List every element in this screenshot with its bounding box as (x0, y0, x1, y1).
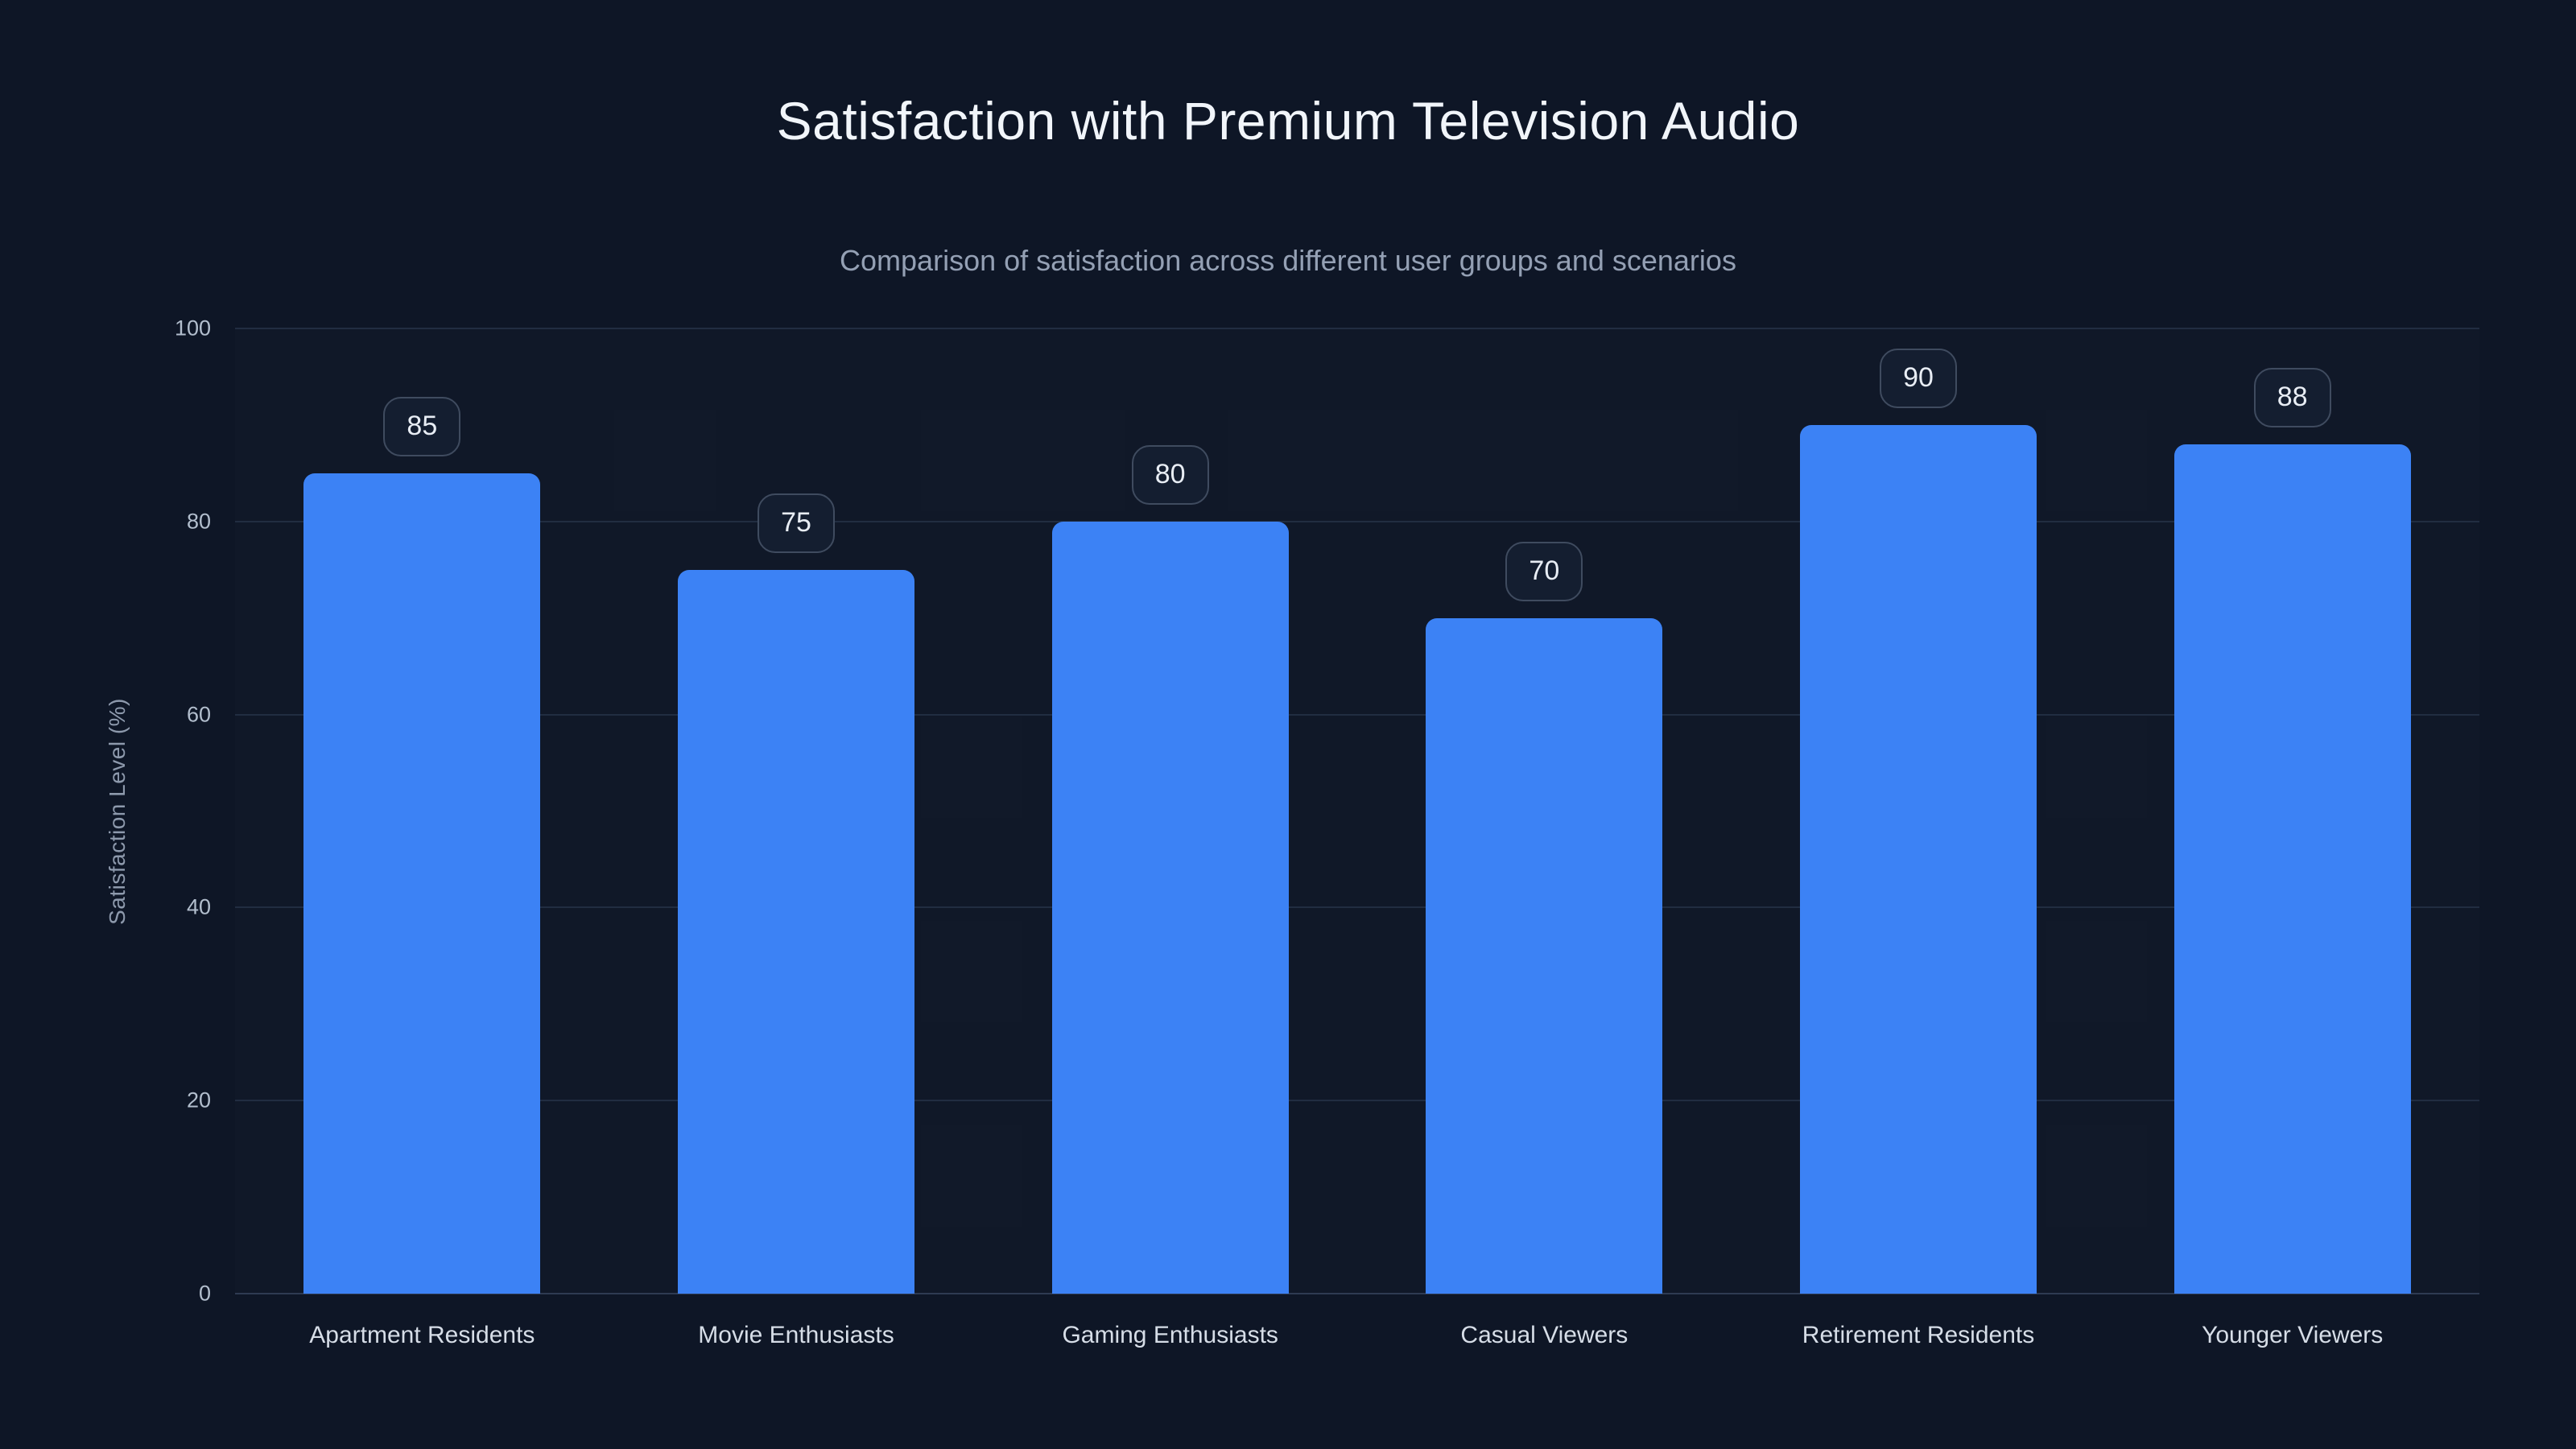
gridline (235, 1100, 2479, 1102)
x-category-label: Gaming Enthusiasts (1062, 1322, 1278, 1348)
bar-group: 70 (1357, 328, 1732, 1294)
bar-group: 85 (235, 328, 609, 1294)
y-tick-label: 60 (186, 702, 211, 727)
value-badge: 70 (1505, 541, 1583, 601)
gridline (235, 328, 2479, 329)
gridline (235, 520, 2479, 522)
bar-group: 90 (1732, 328, 2106, 1294)
value-badge: 88 (2253, 367, 2331, 427)
value-badge: 80 (1131, 444, 1209, 505)
bar-group: 75 (609, 328, 984, 1294)
gridline (235, 906, 2479, 909)
plot-area: 85 75 80 70 90 88 (235, 328, 2479, 1294)
y-axis-tick-labels: 0 20 40 60 80 100 (0, 316, 211, 1306)
x-axis-category-labels: Apartment Residents Movie Enthusiasts Gami… (235, 1322, 2479, 1349)
bar-group: 80 (983, 328, 1357, 1294)
y-tick-label: 0 (198, 1281, 211, 1306)
bar[interactable] (1800, 424, 2037, 1294)
chart-title: Satisfaction with Premium Television Aud… (776, 91, 1800, 151)
gridline (235, 713, 2479, 716)
y-tick-label: 100 (174, 316, 211, 341)
bar-slots: 85 75 80 70 90 88 (235, 328, 2479, 1294)
y-tick-label: 80 (186, 509, 211, 534)
y-tick-label: 40 (186, 894, 211, 919)
x-axis-line (235, 1293, 2479, 1294)
x-category-label: Younger Viewers (2202, 1322, 2384, 1348)
value-badge: 90 (1880, 348, 1958, 408)
chart-subtitle: Comparison of satisfaction across differ… (840, 244, 1736, 277)
bar[interactable] (678, 569, 914, 1294)
x-category-label: Apartment Residents (309, 1322, 535, 1348)
value-badge: 75 (758, 493, 835, 553)
bar[interactable] (2174, 444, 2411, 1294)
bar[interactable] (303, 473, 541, 1294)
x-category-label: Casual Viewers (1460, 1322, 1629, 1348)
bar[interactable] (1426, 617, 1663, 1294)
value-badge: 85 (383, 396, 461, 456)
bar[interactable] (1051, 521, 1289, 1294)
bar-group: 88 (2105, 328, 2479, 1294)
x-category-label: Retirement Residents (1802, 1322, 2035, 1348)
y-tick-label: 20 (186, 1088, 211, 1113)
x-category-label: Movie Enthusiasts (698, 1322, 894, 1348)
